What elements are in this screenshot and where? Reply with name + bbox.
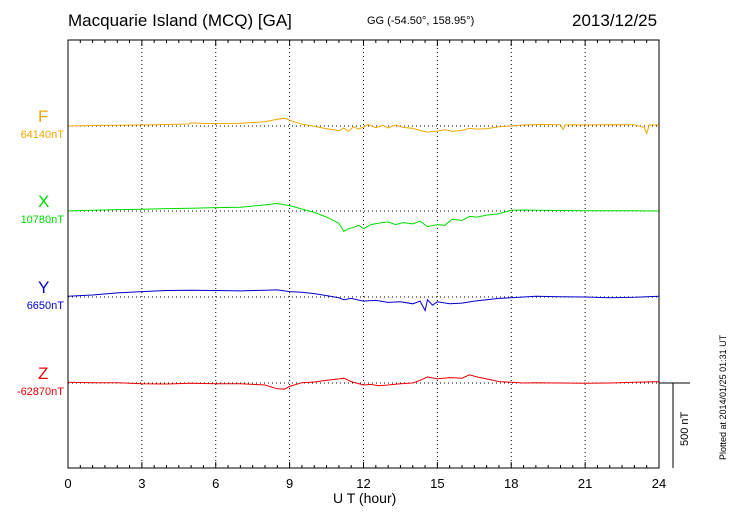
x-axis-label: U T (hour) [333, 490, 397, 506]
series-baseline-y: 6650nT [26, 300, 64, 312]
series-name-z: Z [38, 364, 49, 383]
x-tick-label: 21 [578, 476, 592, 491]
series-line-x [67, 202, 660, 233]
series-baseline-z: -62870nT [16, 386, 64, 398]
series-baseline-f: 64140nT [20, 129, 64, 141]
grid [68, 40, 659, 468]
plotted-timestamp: Plotted at 2014/01/25 01:31 UT [718, 334, 728, 460]
series-name-x: X [38, 192, 50, 211]
series-baseline-x: 10780nT [20, 214, 64, 226]
x-axis-ticks: 0 3 6 9 12 15 18 21 24 [64, 40, 666, 491]
x-tick-label: 3 [138, 476, 145, 491]
chart-date: 2013/12/25 [572, 11, 658, 30]
x-tick-label: 0 [64, 476, 71, 491]
scale-bar-label: 500 nT [679, 411, 691, 446]
series-layer [67, 117, 660, 390]
series-name-y: Y [38, 278, 50, 297]
x-tick-label: 9 [286, 476, 293, 491]
x-tick-label: 15 [430, 476, 444, 491]
series-line-y [67, 289, 660, 313]
station-coordinates: GG (-54.50°, 158.95°) [367, 15, 475, 27]
series-line-f [67, 117, 659, 136]
x-tick-label: 18 [504, 476, 518, 491]
x-tick-label: 12 [356, 476, 370, 491]
x-tick-label: 6 [212, 476, 219, 491]
x-tick-label: 24 [652, 476, 666, 491]
series-name-f: F [38, 107, 49, 126]
scale-bar [659, 382, 690, 468]
chart-title: Macquarie Island (MCQ) [GA] [68, 11, 292, 30]
series-line-z [67, 374, 660, 390]
